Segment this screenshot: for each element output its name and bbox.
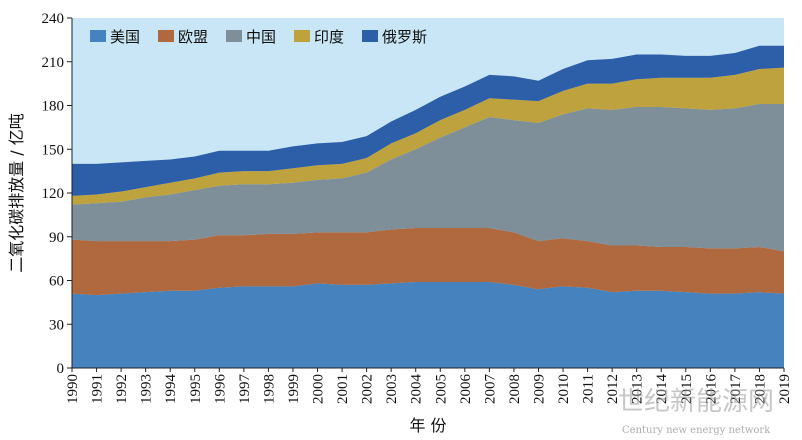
x-tick-label-28: 2018 xyxy=(752,374,768,404)
x-tick-label-19: 2009 xyxy=(531,374,547,404)
area-series-4 xyxy=(72,45,784,196)
legend-swatch-1 xyxy=(158,30,174,42)
x-tick-label-12: 2002 xyxy=(360,374,376,404)
x-tick-label-18: 2008 xyxy=(507,374,523,404)
area-series-3 xyxy=(72,67,784,205)
x-tick-label-26: 2016 xyxy=(703,374,719,405)
x-tick-label-7: 1997 xyxy=(237,374,253,405)
x-tick-label-2: 1992 xyxy=(114,374,130,404)
y-tick-label-5: 150 xyxy=(42,142,65,158)
legend-label-3: 印度 xyxy=(314,28,344,46)
x-tick-label-10: 2000 xyxy=(311,374,327,404)
area-series-group xyxy=(72,45,784,368)
y-tick-label-3: 90 xyxy=(49,230,64,246)
watermark-text-cn: 世纪新能源网 xyxy=(618,387,774,417)
x-tick-label-13: 2003 xyxy=(384,374,400,404)
x-ticks: 1990 1991 1992 1993 1994 1995 1996 1997 1998 1999… xyxy=(65,368,793,404)
x-tick-label-9: 1999 xyxy=(286,374,302,404)
x-tick-label-20: 2010 xyxy=(556,374,572,404)
legend-swatch-0 xyxy=(90,30,106,42)
y-tick-label-6: 180 xyxy=(42,99,65,115)
legend-label-2: 中国 xyxy=(246,28,276,46)
area-series-0 xyxy=(72,281,784,368)
y-ticks: 0 30 60 90 120 150 180 210 240 xyxy=(42,11,72,377)
x-tick-label-25: 2015 xyxy=(679,374,695,404)
x-tick-label-16: 2006 xyxy=(458,374,474,405)
x-tick-label-5: 1995 xyxy=(188,374,204,404)
y-tick-label-4: 120 xyxy=(42,186,65,202)
watermark: 世纪新能源网 Century new energy network xyxy=(618,387,774,436)
x-tick-label-0: 1990 xyxy=(65,374,81,404)
x-tick-label-24: 2014 xyxy=(654,374,670,405)
area-series-1 xyxy=(72,228,784,296)
legend-label-0: 美国 xyxy=(110,28,140,46)
y-tick-label-0: 0 xyxy=(57,361,65,377)
x-tick-label-23: 2013 xyxy=(630,374,646,404)
y-tick-label-2: 60 xyxy=(49,274,64,290)
legend: 美国 欧盟 中国 印度 俄罗斯 xyxy=(90,28,427,46)
x-tick-label-15: 2005 xyxy=(433,374,449,404)
x-tick-label-3: 1993 xyxy=(139,374,155,404)
legend-label-1: 欧盟 xyxy=(178,28,208,46)
x-tick-label-22: 2012 xyxy=(605,374,621,404)
x-tick-label-14: 2004 xyxy=(409,374,425,405)
x-tick-label-11: 2001 xyxy=(335,374,351,404)
legend-swatch-4 xyxy=(362,30,378,42)
legend-label-4: 俄罗斯 xyxy=(382,28,427,46)
x-tick-label-29: 2019 xyxy=(777,374,793,404)
y-tick-label-8: 240 xyxy=(42,11,65,27)
y-tick-label-1: 30 xyxy=(49,317,64,333)
x-tick-label-4: 1994 xyxy=(163,374,179,405)
x-tick-label-6: 1996 xyxy=(212,374,228,405)
y-tick-label-7: 210 xyxy=(42,55,65,71)
watermark-text-en: Century new energy network xyxy=(622,425,771,436)
legend-swatch-2 xyxy=(226,30,242,42)
x-tick-label-17: 2007 xyxy=(482,374,498,405)
y-axis-title: 二氧化碳排放量 / 亿吨 xyxy=(7,113,26,273)
x-axis-title: 年 份 xyxy=(409,416,446,435)
x-tick-label-8: 1998 xyxy=(261,374,277,404)
x-tick-label-21: 2011 xyxy=(581,374,597,403)
area-series-2 xyxy=(72,104,784,252)
legend-swatch-3 xyxy=(294,30,310,42)
x-tick-label-27: 2017 xyxy=(728,374,744,405)
x-tick-label-1: 1991 xyxy=(90,374,106,404)
